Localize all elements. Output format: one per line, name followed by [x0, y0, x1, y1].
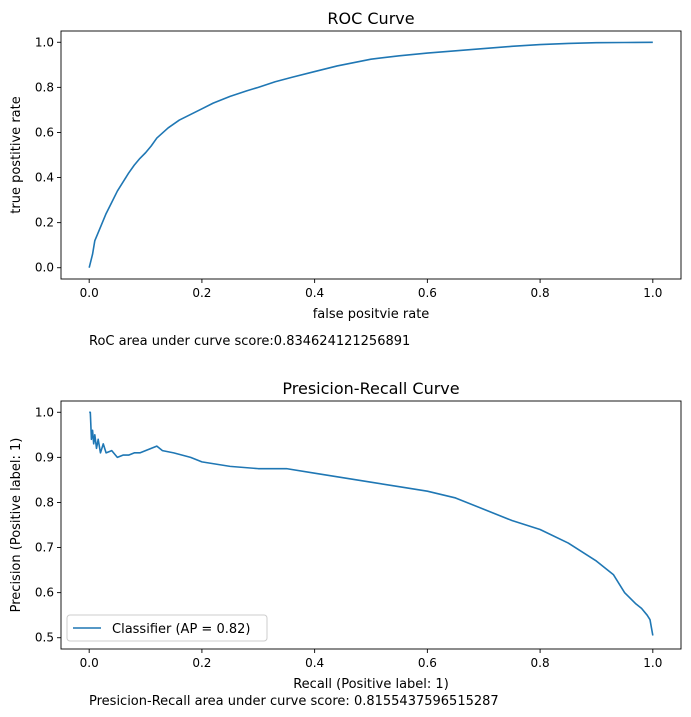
y-tick-label: 0.8 — [35, 80, 54, 94]
x-tick-label: 1.0 — [643, 656, 662, 670]
y-tick-label: 0.4 — [35, 171, 54, 185]
x-axis-label: Recall (Positive label: 1) — [293, 677, 449, 692]
x-tick-label: 0.4 — [305, 286, 324, 300]
y-tick-label: 0.2 — [35, 216, 54, 230]
chart-2: Presicion-Recall Curve 0.0 0.2 0.4 0.6 0.8 1.0… — [9, 379, 682, 709]
x-tick-label: 0.2 — [192, 656, 211, 670]
x-tick-label: 0.8 — [531, 656, 550, 670]
x-tick-label: 0.8 — [531, 286, 550, 300]
y-axis-label: true postitive rate — [9, 96, 24, 213]
y-tick-label: 0.0 — [35, 261, 54, 275]
x-axis-label: false positvie rate — [313, 307, 430, 322]
y-tick-label: 0.6 — [35, 125, 54, 139]
chart-title: ROC Curve — [327, 9, 414, 28]
legend-label: Classifier (AP = 0.82) — [112, 622, 250, 637]
x-tick-label: 1.0 — [643, 286, 662, 300]
chart-1: ROC Curve 0.0 0.2 0.4 0.6 0.8 1.0 0.0 0.2 0.4 0.6 0… — [9, 9, 682, 349]
x-tick-label: 0.4 — [305, 656, 324, 670]
y-tick-label: 1.0 — [35, 405, 54, 419]
legend: Classifier (AP = 0.82) — [66, 614, 268, 642]
y-tick-label: 0.8 — [35, 495, 54, 509]
y-tick-label: 0.6 — [35, 586, 54, 600]
x-tick-label: 0.0 — [80, 286, 99, 300]
score-caption: Presicion-Recall area under curve score:… — [89, 694, 499, 709]
plot-frame — [60, 400, 682, 650]
y-axis-label: Precision (Positive label: 1) — [9, 438, 24, 613]
chart-title: Presicion-Recall Curve — [282, 379, 459, 398]
y-tick-label: 1.0 — [35, 35, 54, 49]
x-tick-label: 0.6 — [418, 656, 437, 670]
plot-frame — [60, 30, 682, 280]
x-tick-label: 0.0 — [80, 656, 99, 670]
score-caption: RoC area under curve score:0.83462412125… — [89, 334, 410, 349]
y-tick-label: 0.5 — [35, 631, 54, 645]
x-tick-label: 0.6 — [418, 286, 437, 300]
legend-box — [66, 614, 268, 642]
series-line — [89, 411, 654, 636]
x-tick-label: 0.2 — [192, 286, 211, 300]
series-line — [88, 41, 653, 268]
y-tick-label: 0.9 — [35, 450, 54, 464]
y-tick-label: 0.7 — [35, 541, 54, 555]
